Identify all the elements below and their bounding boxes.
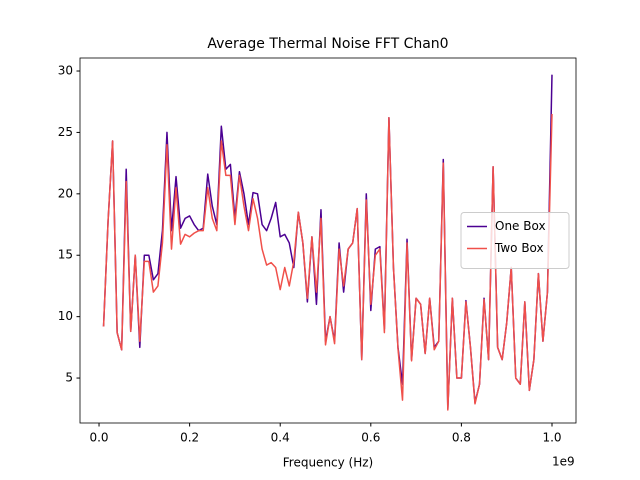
x-tick-label: 0.8 xyxy=(452,431,471,445)
y-tick-label: 10 xyxy=(58,309,73,323)
x-tick-label: 1.0 xyxy=(542,431,561,445)
legend-label: Two Box xyxy=(494,241,544,255)
legend-box xyxy=(460,212,570,269)
x-tick-label: 0.4 xyxy=(271,431,290,445)
legend-label: One Box xyxy=(495,219,546,233)
y-tick-label: 20 xyxy=(58,186,73,200)
x-axis-label: Frequency (Hz) xyxy=(283,456,374,470)
chart-title: Average Thermal Noise FFT Chan0 xyxy=(207,36,448,52)
x-tick-label: 0.2 xyxy=(180,431,199,445)
y-tick-label: 25 xyxy=(58,125,73,139)
axes-frame xyxy=(79,57,577,424)
y-tick-label: 15 xyxy=(58,248,73,262)
x-offset-label: 1e9 xyxy=(552,455,575,469)
y-tick-label: 5 xyxy=(65,371,73,385)
series-line xyxy=(102,113,553,411)
y-tick-label: 30 xyxy=(58,64,73,78)
x-tick-label: 0.0 xyxy=(89,431,108,445)
x-tick-label: 0.6 xyxy=(361,431,380,445)
